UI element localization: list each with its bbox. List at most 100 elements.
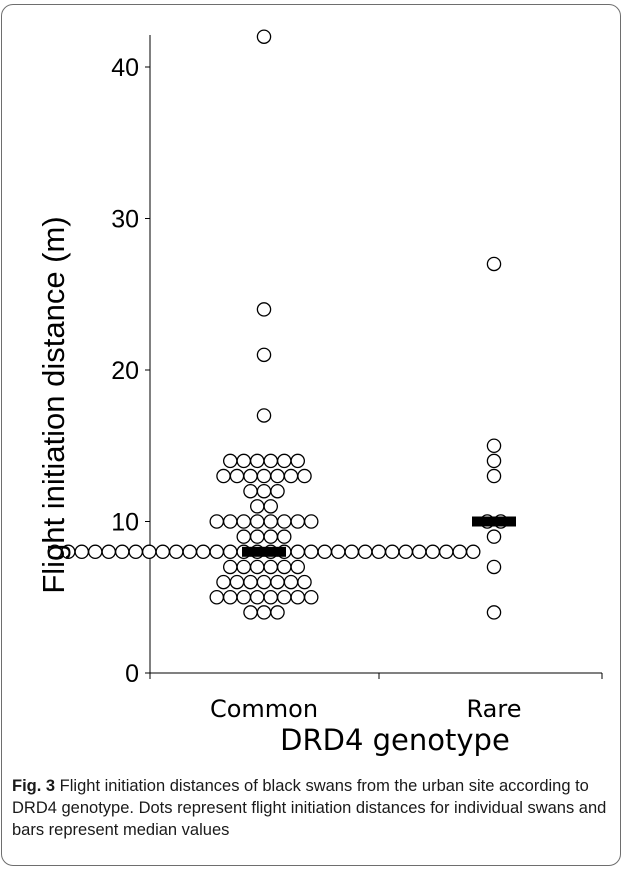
data-point (216, 468, 231, 484)
data-point (276, 514, 292, 529)
dot-plot: 0 10 20 30 40 Common Rare Flight initiation di… (36, 29, 603, 757)
data-point (297, 574, 312, 590)
data-point (486, 256, 502, 272)
x-tick-label: Rare (467, 695, 522, 723)
data-point (222, 590, 238, 605)
data-point (141, 544, 157, 560)
data-point (222, 514, 238, 529)
data-point (486, 559, 502, 575)
data-point (303, 544, 319, 560)
caption-text: Flight initiation distances of black swa… (12, 777, 607, 839)
data-point (270, 483, 285, 499)
data-point (249, 529, 265, 544)
data-point (74, 544, 90, 560)
y-tick-label: 10 (111, 509, 139, 537)
data-point (276, 590, 292, 605)
data-point (222, 453, 238, 469)
data-point (243, 483, 258, 499)
data-point (256, 302, 272, 317)
data-point (209, 514, 224, 529)
data-point (452, 544, 467, 560)
data-point (256, 408, 272, 423)
data-point (115, 544, 130, 560)
data-point (357, 544, 373, 560)
data-point (222, 559, 238, 575)
data-point (243, 574, 258, 590)
data-marks (47, 29, 516, 620)
x-axis-label: DRD4 genotype (280, 723, 510, 757)
data-point (465, 544, 481, 560)
y-axis-label: Flight initiation distance (m) (36, 216, 71, 593)
data-point (398, 544, 413, 560)
y-tick-label: 30 (111, 206, 139, 234)
data-point (216, 574, 231, 590)
x-tick-label: Common (210, 695, 318, 723)
data-point (243, 468, 258, 484)
data-point (229, 468, 245, 484)
data-point (270, 574, 285, 590)
data-point (263, 514, 278, 529)
data-point (276, 529, 292, 544)
data-point (303, 514, 319, 529)
data-point (249, 514, 265, 529)
data-point (236, 590, 251, 605)
data-point (209, 544, 224, 560)
data-point (486, 468, 502, 484)
data-point (297, 468, 312, 484)
data-point (290, 453, 305, 469)
data-point (229, 574, 245, 590)
data-point (330, 544, 346, 560)
data-point (236, 453, 251, 469)
data-point (283, 468, 299, 484)
data-point (344, 544, 359, 560)
data-point (270, 605, 285, 620)
data-point (486, 529, 502, 544)
data-point (88, 544, 103, 560)
y-tick-label: 0 (125, 660, 139, 688)
y-tick-label: 20 (111, 357, 139, 385)
caption-label: Fig. 3 (12, 777, 56, 795)
data-point (276, 453, 292, 469)
data-point (263, 499, 278, 514)
data-point (303, 590, 319, 605)
data-point (155, 544, 170, 560)
data-point (486, 605, 502, 620)
data-point (270, 468, 285, 484)
median-bar (472, 516, 516, 527)
data-point (317, 544, 332, 560)
data-point (128, 544, 144, 560)
data-point (438, 544, 454, 560)
data-point (256, 483, 272, 499)
data-point (249, 453, 265, 469)
data-point (168, 544, 184, 560)
data-point (236, 559, 251, 575)
data-point (263, 559, 278, 575)
data-point (283, 574, 299, 590)
data-point (263, 529, 278, 544)
figure-frame: 0 10 20 30 40 Common Rare Flight initiation di… (1, 4, 621, 866)
data-point (182, 544, 197, 560)
data-point (256, 605, 272, 620)
data-point (222, 544, 238, 560)
data-point (425, 544, 440, 560)
data-point (384, 544, 400, 560)
data-point (263, 453, 278, 469)
y-tick-label: 40 (111, 54, 139, 82)
figure-caption: Fig. 3 Flight initiation distances of bl… (12, 775, 612, 841)
data-point (256, 574, 272, 590)
data-point (209, 590, 224, 605)
data-point (256, 468, 272, 484)
axes: 0 10 20 30 40 Common Rare (111, 35, 603, 723)
data-point (243, 605, 258, 620)
data-point (249, 499, 265, 514)
data-point (256, 29, 272, 44)
data-point (249, 559, 265, 575)
data-point (486, 438, 502, 453)
data-point (290, 559, 305, 575)
data-point (256, 347, 272, 363)
data-point (263, 590, 278, 605)
median-bar (242, 546, 286, 557)
data-point (236, 529, 251, 544)
data-point (249, 590, 265, 605)
data-point (290, 590, 305, 605)
